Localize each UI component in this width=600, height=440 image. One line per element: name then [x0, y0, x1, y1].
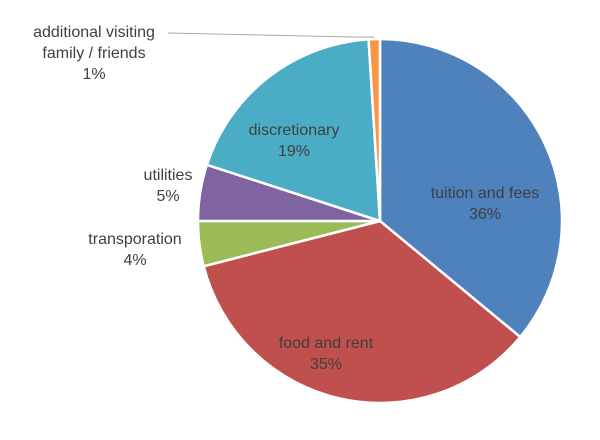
- slice-value-label: 5%: [156, 188, 179, 205]
- slice-category-label: utilities: [144, 167, 193, 184]
- slice-value-label: 36%: [469, 206, 501, 223]
- slice-value-label: 4%: [123, 252, 146, 269]
- slice-category-label: food and rent: [279, 335, 374, 352]
- slice-label-tuition-and-fees: tuition and fees 36%: [431, 185, 540, 223]
- slice-category-label: family / friends: [42, 45, 145, 62]
- slice-label-additional-visiting-family-friends: additional visiting family / friends 1%: [33, 24, 155, 83]
- pie-slice-tuition-and-fees: [378, 37, 564, 339]
- slices-layer: [196, 37, 564, 405]
- slice-label-utilities: utilities 5%: [144, 167, 193, 205]
- labels-layer: tuition and fees 36% food and rent 35% trans…: [33, 24, 539, 373]
- slice-label-transporation: transporation 4%: [88, 231, 181, 269]
- slice-label-food-and-rent: food and rent 35%: [279, 335, 374, 373]
- slice-category-label: discretionary: [249, 122, 340, 139]
- slice-value-label: 19%: [278, 143, 310, 160]
- slice-category-label: tuition and fees: [431, 185, 540, 202]
- slice-label-discretionary: discretionary 19%: [249, 122, 340, 160]
- pie-slice-additional-visiting-family-friends: [367, 37, 382, 223]
- slice-category-label: additional visiting: [33, 24, 155, 41]
- leader-line-additional-visiting-family-friends: [167, 32, 375, 38]
- slice-value-label: 1%: [82, 66, 105, 83]
- slice-category-label: transporation: [88, 231, 181, 248]
- slice-value-label: 35%: [310, 356, 342, 373]
- pie-slice-food-and-rent: [202, 219, 522, 405]
- leader-lines-layer: [167, 32, 375, 38]
- pie-slice-discretionary: [205, 38, 382, 223]
